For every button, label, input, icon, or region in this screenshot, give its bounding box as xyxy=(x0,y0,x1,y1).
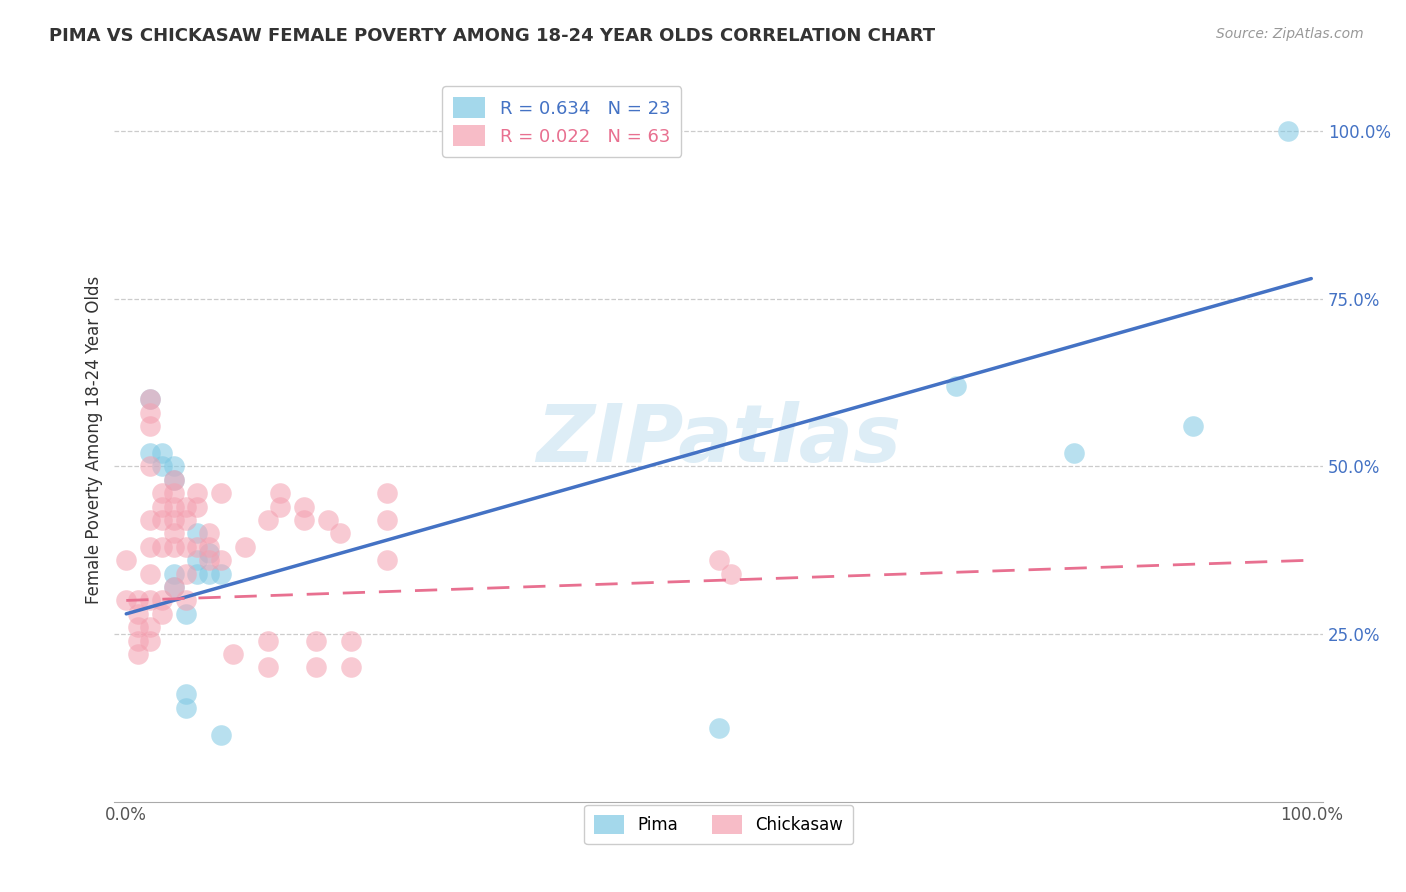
Point xyxy=(163,486,186,500)
Point xyxy=(1277,124,1299,138)
Point xyxy=(139,593,162,607)
Point xyxy=(340,660,363,674)
Point xyxy=(150,486,173,500)
Point xyxy=(115,553,138,567)
Point xyxy=(257,633,280,648)
Point xyxy=(115,593,138,607)
Point xyxy=(186,486,208,500)
Point xyxy=(198,553,221,567)
Point xyxy=(707,553,730,567)
Point xyxy=(163,500,186,514)
Point xyxy=(375,513,398,527)
Point xyxy=(163,513,186,527)
Point xyxy=(329,526,352,541)
Point xyxy=(150,500,173,514)
Point xyxy=(174,540,197,554)
Point xyxy=(707,721,730,735)
Point xyxy=(174,607,197,621)
Point xyxy=(139,406,162,420)
Point xyxy=(163,540,186,554)
Point xyxy=(150,446,173,460)
Point xyxy=(305,660,328,674)
Point xyxy=(163,473,186,487)
Point xyxy=(163,526,186,541)
Point xyxy=(209,566,232,581)
Point xyxy=(174,687,197,701)
Point xyxy=(1063,446,1085,460)
Point xyxy=(269,500,291,514)
Point xyxy=(198,526,221,541)
Point xyxy=(186,540,208,554)
Point xyxy=(720,566,742,581)
Point xyxy=(174,500,197,514)
Point xyxy=(139,566,162,581)
Point xyxy=(174,700,197,714)
Point xyxy=(150,593,173,607)
Point xyxy=(305,633,328,648)
Point xyxy=(150,513,173,527)
Point xyxy=(340,633,363,648)
Point xyxy=(222,647,245,661)
Point xyxy=(174,513,197,527)
Point xyxy=(1181,419,1204,434)
Point xyxy=(139,513,162,527)
Point xyxy=(163,566,186,581)
Text: ZIPatlas: ZIPatlas xyxy=(536,401,901,478)
Point xyxy=(292,513,315,527)
Point xyxy=(127,620,149,634)
Point xyxy=(186,526,208,541)
Legend: Pima, Chickasaw: Pima, Chickasaw xyxy=(585,805,853,844)
Point xyxy=(127,647,149,661)
Point xyxy=(198,547,221,561)
Point xyxy=(233,540,256,554)
Point xyxy=(139,459,162,474)
Point xyxy=(257,513,280,527)
Text: PIMA VS CHICKASAW FEMALE POVERTY AMONG 18-24 YEAR OLDS CORRELATION CHART: PIMA VS CHICKASAW FEMALE POVERTY AMONG 1… xyxy=(49,27,935,45)
Point xyxy=(127,607,149,621)
Point xyxy=(198,566,221,581)
Point xyxy=(139,620,162,634)
Point xyxy=(174,593,197,607)
Point xyxy=(127,633,149,648)
Point xyxy=(139,446,162,460)
Point xyxy=(163,459,186,474)
Point xyxy=(198,540,221,554)
Point xyxy=(139,540,162,554)
Point xyxy=(945,379,967,393)
Point xyxy=(150,540,173,554)
Point xyxy=(209,727,232,741)
Point xyxy=(209,553,232,567)
Point xyxy=(292,500,315,514)
Point xyxy=(150,607,173,621)
Point xyxy=(257,660,280,674)
Point xyxy=(127,593,149,607)
Point xyxy=(316,513,339,527)
Point xyxy=(139,633,162,648)
Point xyxy=(269,486,291,500)
Point xyxy=(186,553,208,567)
Point xyxy=(163,580,186,594)
Point xyxy=(375,486,398,500)
Point xyxy=(186,500,208,514)
Y-axis label: Female Poverty Among 18-24 Year Olds: Female Poverty Among 18-24 Year Olds xyxy=(86,276,103,604)
Point xyxy=(375,553,398,567)
Point xyxy=(139,419,162,434)
Point xyxy=(139,392,162,407)
Point xyxy=(186,566,208,581)
Point xyxy=(139,392,162,407)
Point xyxy=(174,566,197,581)
Point xyxy=(209,486,232,500)
Point xyxy=(163,580,186,594)
Text: Source: ZipAtlas.com: Source: ZipAtlas.com xyxy=(1216,27,1364,41)
Point xyxy=(163,473,186,487)
Point xyxy=(150,459,173,474)
